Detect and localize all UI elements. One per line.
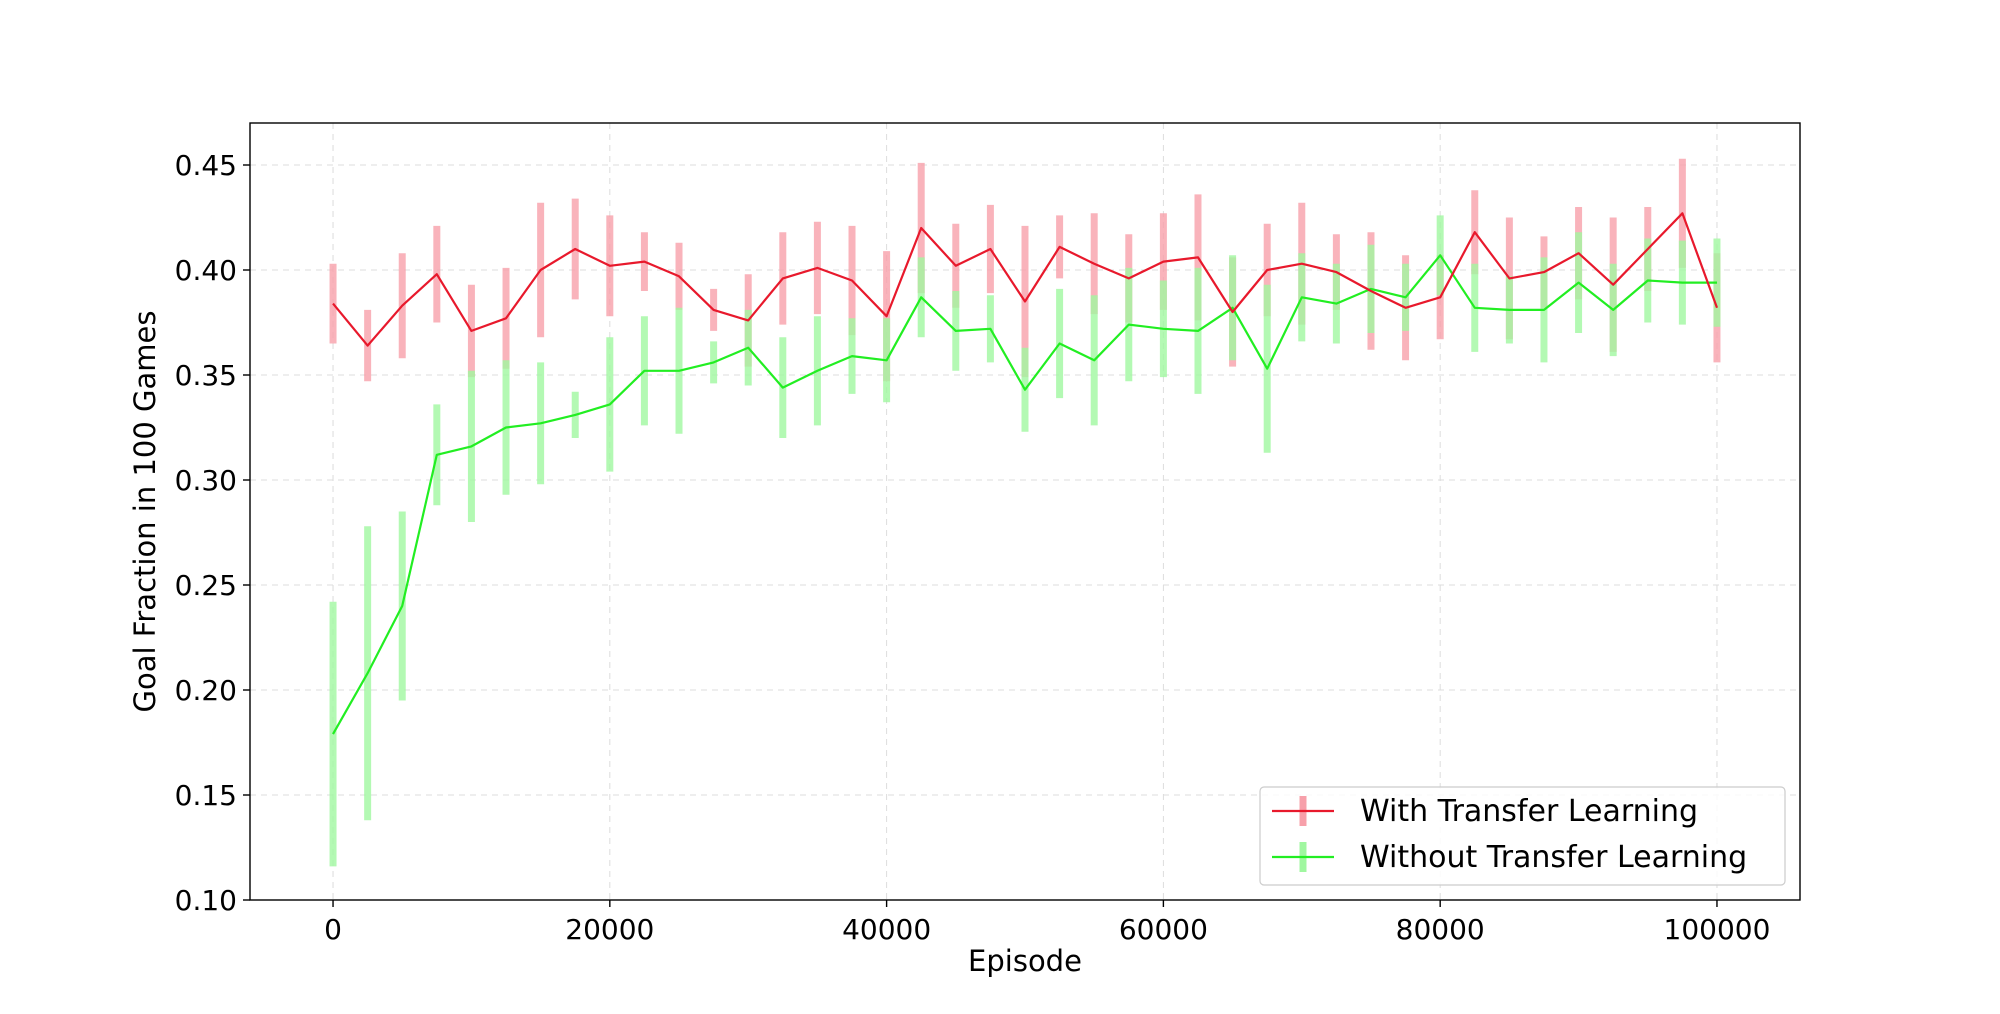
y-tick-label: 0.30 xyxy=(175,464,237,497)
legend-label-without-transfer: Without Transfer Learning xyxy=(1360,840,1747,875)
x-tick-label: 20000 xyxy=(565,913,654,946)
x-tick-label: 100000 xyxy=(1664,913,1771,946)
legend-entry-with-transfer: With Transfer Learning xyxy=(1272,794,1698,829)
x-tick-label: 40000 xyxy=(842,913,931,946)
x-axis-label: Episode xyxy=(968,944,1082,978)
legend-entry-without-transfer: Without Transfer Learning xyxy=(1272,840,1747,875)
y-axis-ticks: 0.10 0.15 0.20 0.25 0.30 0.35 0.40 0.45 xyxy=(175,149,250,917)
x-tick-label: 60000 xyxy=(1119,913,1208,946)
plot-area-frame xyxy=(249,122,1801,901)
x-axis-ticks: 0 20000 40000 60000 80000 100000 xyxy=(324,900,1770,946)
legend-label-with-transfer: With Transfer Learning xyxy=(1360,794,1698,829)
series-line-with-transfer xyxy=(332,212,1719,347)
x-tick-label: 0 xyxy=(324,913,342,946)
y-tick-label: 0.40 xyxy=(175,254,237,287)
series-lines xyxy=(332,212,1719,735)
y-tick-label: 0.20 xyxy=(175,674,237,707)
y-tick-label: 0.15 xyxy=(175,779,237,812)
legend-box xyxy=(1259,786,1786,886)
series-line-without-transfer xyxy=(332,254,1717,735)
y-tick-label: 0.45 xyxy=(175,149,237,182)
legend: With Transfer Learning Without Transfer … xyxy=(1259,786,1786,886)
y-tick-label: 0.25 xyxy=(175,569,237,602)
y-axis-label: Goal Fraction in 100 Games xyxy=(128,311,162,713)
y-tick-label: 0.35 xyxy=(175,359,237,392)
y-tick-label: 0.10 xyxy=(175,884,237,917)
x-tick-label: 80000 xyxy=(1396,913,1485,946)
